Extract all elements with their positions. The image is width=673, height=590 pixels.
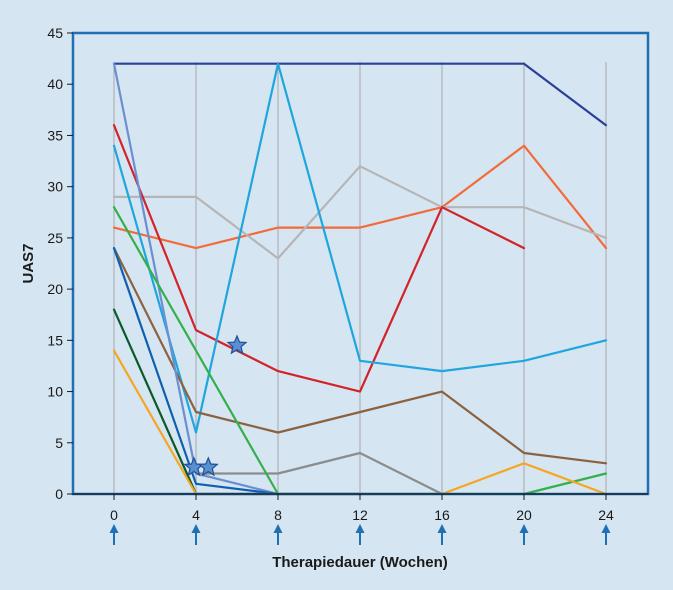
- dose-arrow-head: [519, 524, 529, 533]
- dose-arrow-head: [273, 524, 283, 533]
- dose-arrow-head: [601, 524, 611, 533]
- star-marker-3: [197, 456, 219, 477]
- x-axis-title: Therapiedauer (Wochen): [272, 554, 448, 571]
- series-line-7: [194, 451, 444, 496]
- y-tick-label-30: 30: [47, 179, 63, 195]
- x-tick-label-4: 4: [192, 507, 200, 523]
- dose-arrow-20: [519, 524, 529, 545]
- y-tick-label-0: 0: [55, 486, 63, 502]
- dose-arrow-head: [437, 524, 447, 533]
- star-marker-1: [226, 334, 248, 355]
- axis-ticks: 0 5 10 15 20 25 30 35 40 45 0 4 8 12 16 20 24: [47, 25, 648, 523]
- dose-arrow-0: [109, 524, 119, 545]
- y-tick-label-20: 20: [47, 281, 63, 297]
- y-tick-label-15: 15: [47, 332, 63, 348]
- dose-arrow-24: [601, 524, 611, 545]
- x-tick-label-24: 24: [598, 507, 614, 523]
- x-tick-label-8: 8: [274, 507, 282, 523]
- x-tick-label-0: 0: [110, 507, 118, 523]
- treatment-arrows: [109, 524, 611, 545]
- x-tick-label-16: 16: [434, 507, 450, 523]
- dose-arrow-8: [273, 524, 283, 545]
- star-markers: [183, 334, 248, 477]
- dose-arrow-head: [355, 524, 365, 533]
- series-line-2: [112, 144, 608, 250]
- dose-arrow-12: [355, 524, 365, 545]
- y-tick-label-5: 5: [55, 435, 63, 451]
- grid-lines: [113, 62, 607, 494]
- y-tick-label-25: 25: [47, 230, 63, 246]
- dose-arrow-head: [191, 524, 201, 533]
- y-tick-label-35: 35: [47, 127, 63, 143]
- dose-arrow-head: [109, 524, 119, 533]
- x-tick-label-20: 20: [516, 507, 532, 523]
- series-line-10: [112, 247, 362, 496]
- series-line-4: [112, 124, 526, 393]
- dose-arrow-16: [437, 524, 447, 545]
- series-line-6: [112, 247, 608, 465]
- y-tick-label-10: 10: [47, 384, 63, 400]
- series-line-3: [112, 165, 608, 260]
- y-tick-label-45: 45: [47, 25, 63, 41]
- x-tick-label-12: 12: [352, 507, 368, 523]
- y-tick-label-40: 40: [47, 76, 63, 92]
- dose-arrow-4: [191, 524, 201, 545]
- y-axis-title: UAS7: [20, 243, 37, 283]
- series-line-1: [112, 62, 608, 127]
- series-line-5: [112, 62, 608, 434]
